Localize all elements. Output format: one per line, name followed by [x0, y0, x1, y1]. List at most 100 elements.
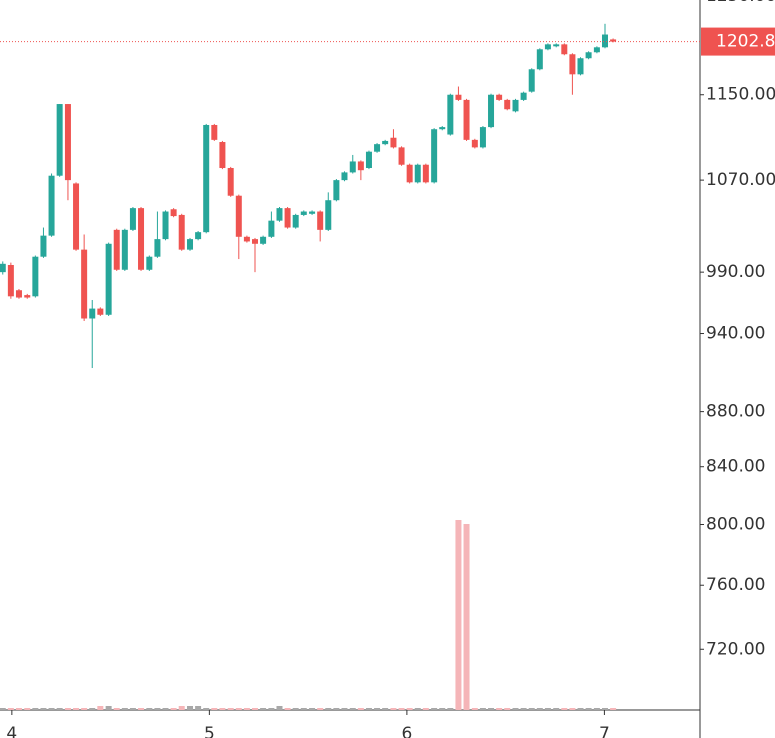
volume-bar: [512, 708, 519, 710]
volume-bar: [138, 708, 145, 710]
y-tick-label: 1250.00: [706, 0, 775, 6]
volume-bar: [488, 708, 495, 710]
y-tick-label: 840.00: [706, 457, 765, 477]
volume-bar: [561, 708, 568, 710]
volume-bar: [146, 708, 153, 710]
candle-body: [268, 220, 275, 237]
candle-body: [325, 200, 332, 230]
volume-bar: [553, 708, 560, 710]
candle-body: [309, 211, 316, 214]
candle-body: [195, 232, 202, 240]
volume-bar: [97, 706, 104, 710]
candle-body: [7, 264, 14, 297]
volume-bar: [569, 708, 576, 710]
volume-bar: [341, 708, 348, 710]
candle-body: [585, 52, 592, 59]
candle-body: [479, 127, 486, 148]
candle-body: [536, 49, 543, 70]
candle-body: [463, 99, 470, 140]
volume-bar: [73, 708, 80, 710]
candle-body: [219, 142, 226, 169]
candle-body: [496, 94, 503, 100]
volume-bar: [292, 708, 299, 710]
candle-body: [341, 172, 348, 181]
candle-body: [520, 92, 527, 100]
volume-bar: [227, 708, 234, 710]
volume-bar: [243, 708, 250, 710]
candle-body: [512, 99, 519, 112]
volume-bar: [349, 708, 356, 710]
candle-body: [300, 211, 307, 215]
candle-body: [162, 211, 169, 240]
volume-bar: [81, 708, 88, 710]
volume-bar: [610, 708, 617, 710]
volume-bar: [24, 708, 31, 710]
candle-body: [357, 161, 364, 171]
candle-body: [73, 183, 80, 250]
candle-body: [178, 214, 185, 250]
candle-body: [488, 94, 495, 128]
candle-body: [64, 104, 71, 181]
volume-bar: [187, 706, 194, 710]
candle-body: [414, 164, 421, 183]
candle-body: [610, 39, 617, 42]
volume-bar: [333, 708, 340, 710]
candle-body: [260, 236, 267, 244]
volume-bar: [48, 708, 55, 710]
candle-body: [32, 256, 39, 297]
volume-bar: [601, 708, 608, 710]
volume-bar: [382, 708, 389, 710]
candle-body: [48, 175, 55, 236]
y-tick-label: 1070.00: [706, 170, 775, 190]
volume-bar: [162, 708, 169, 710]
volume-bar: [593, 708, 600, 710]
volume-bar: [300, 708, 307, 710]
x-tick-label: 4: [6, 724, 17, 738]
volume-bar: [479, 708, 486, 710]
volume-bar: [89, 708, 96, 710]
volume-bar: [268, 708, 275, 710]
candle-body: [211, 124, 218, 140]
volume-bar: [154, 708, 161, 710]
volume-bar: [317, 708, 324, 710]
candle-body: [203, 124, 210, 233]
volume-bar: [504, 708, 511, 710]
y-tick-label: 880.00: [706, 402, 765, 422]
candle-body: [398, 147, 405, 165]
y-tick-label: 940.00: [706, 324, 765, 344]
volume-bar: [528, 708, 535, 710]
candle-body: [292, 214, 299, 228]
candle-body: [553, 44, 560, 47]
volume-bar: [374, 708, 381, 710]
candle-body: [471, 139, 478, 148]
volume-bar: [0, 708, 6, 710]
volume-bar: [105, 706, 112, 710]
volume-bar: [325, 708, 332, 710]
volume-bar: [15, 708, 22, 710]
volume-bar: [276, 706, 283, 710]
volume-bar: [251, 708, 258, 710]
volume-bar: [56, 708, 63, 710]
candle-body: [406, 164, 413, 183]
volume-bar: [195, 706, 202, 710]
candle-body: [121, 229, 128, 270]
candle-body: [89, 308, 96, 319]
candle-body: [146, 256, 153, 270]
volume-bar: [284, 708, 291, 710]
candle-body: [15, 290, 22, 298]
volume-bar: [235, 708, 242, 710]
volume-bar: [203, 708, 210, 710]
volume-bar: [471, 708, 478, 710]
candle-body: [439, 127, 446, 130]
candle-body: [56, 104, 63, 176]
candle-body: [276, 208, 283, 221]
candle-body: [431, 129, 438, 183]
volume-bar: [463, 524, 470, 710]
candle-body: [81, 249, 88, 319]
volume-bar: [40, 708, 47, 710]
volume-bar: [520, 708, 527, 710]
candle-body: [447, 94, 454, 135]
candle-body: [561, 44, 568, 55]
volume-bar: [422, 708, 429, 710]
